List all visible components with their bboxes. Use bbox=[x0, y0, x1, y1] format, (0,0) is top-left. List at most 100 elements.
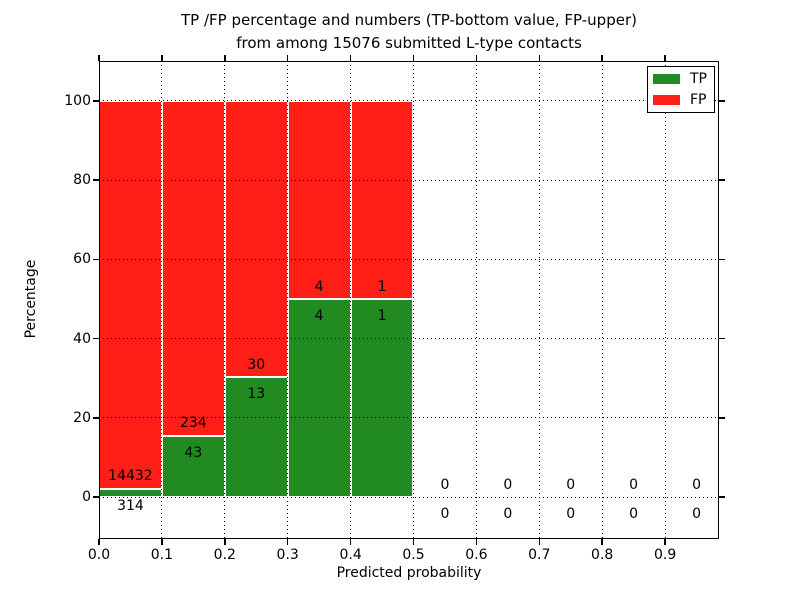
y-tick-label: 60 bbox=[73, 251, 91, 268]
fp-count-label: 234 bbox=[179, 415, 207, 432]
gridline-v bbox=[287, 61, 289, 539]
chart-title: TP /FP percentage and numbers (TP-bottom… bbox=[99, 9, 719, 55]
y-tick-right bbox=[719, 179, 725, 181]
legend-item-tp: TP bbox=[653, 72, 709, 86]
fp-count-label: 30 bbox=[247, 356, 266, 373]
tp-count-label: 4 bbox=[314, 308, 324, 324]
x-tick bbox=[412, 539, 415, 545]
bar-tp-segment bbox=[224, 377, 288, 497]
x-tick-top bbox=[161, 55, 163, 61]
gridline-v bbox=[224, 61, 226, 539]
tp-count-label: 43 bbox=[184, 444, 203, 461]
y-tick-label: 40 bbox=[73, 330, 91, 347]
gridline-h bbox=[99, 258, 719, 260]
x-tick bbox=[286, 539, 289, 545]
tp-count-label: 0 bbox=[629, 506, 639, 523]
gridline-v bbox=[601, 61, 603, 539]
x-tick-top bbox=[538, 55, 541, 61]
gridline-v bbox=[664, 61, 666, 539]
tp-count-label: 314 bbox=[117, 497, 144, 514]
tp-count-label: 0 bbox=[566, 506, 576, 523]
y-tick bbox=[93, 100, 99, 102]
x-tick bbox=[475, 539, 478, 545]
y-axis-title: Percentage bbox=[23, 259, 39, 339]
tp-count-label: 13 bbox=[247, 386, 266, 403]
fp-count-label: 0 bbox=[503, 476, 513, 493]
tp-count-label: 0 bbox=[440, 506, 450, 523]
y-tick bbox=[93, 179, 99, 181]
x-tick-label: 0.5 bbox=[402, 547, 425, 563]
bar-fp-segment bbox=[99, 100, 162, 489]
gridline-h bbox=[99, 100, 719, 102]
fp-count-label: 14432 bbox=[108, 468, 153, 485]
bar-fp-segment bbox=[350, 100, 414, 299]
tp-count-label: 0 bbox=[503, 506, 513, 523]
x-tick-top bbox=[475, 55, 478, 61]
x-tick-label: 0.9 bbox=[653, 547, 677, 563]
x-tick-label: 0.4 bbox=[339, 547, 362, 563]
bar-fp-segment bbox=[224, 100, 288, 378]
tp-count-label: 1 bbox=[377, 308, 387, 324]
x-tick-label: 0.7 bbox=[528, 547, 551, 563]
y-tick-right bbox=[719, 258, 725, 261]
chart-title-line-1: TP /FP percentage and numbers (TP-bottom… bbox=[181, 11, 637, 29]
gridline-v bbox=[350, 61, 352, 539]
gridline-h bbox=[99, 338, 719, 340]
fp-count-label: 0 bbox=[566, 476, 576, 493]
gridline-h bbox=[99, 179, 719, 181]
fp-count-label: 1 bbox=[377, 278, 387, 295]
x-tick-top bbox=[98, 55, 100, 61]
x-tick bbox=[161, 539, 163, 545]
fp-legend-swatch bbox=[653, 94, 680, 105]
fp-count-label: 0 bbox=[440, 476, 450, 493]
y-tick-right bbox=[719, 337, 725, 340]
gridline-h bbox=[99, 417, 719, 419]
x-tick-label: 0.1 bbox=[150, 547, 174, 563]
y-tick-right bbox=[719, 417, 725, 419]
bar-tp-segment bbox=[161, 435, 225, 497]
y-tick bbox=[93, 337, 99, 340]
legend-item-fp: FP bbox=[653, 93, 709, 107]
bar-fp-segment bbox=[161, 100, 225, 436]
x-axis-title: Predicted probability bbox=[336, 565, 482, 581]
x-tick-label: 0.6 bbox=[465, 547, 488, 563]
x-tick bbox=[538, 539, 541, 545]
x-tick-top bbox=[286, 55, 289, 61]
gridline-h bbox=[99, 496, 719, 498]
y-tick bbox=[93, 417, 99, 419]
bar-fp-segment bbox=[287, 100, 351, 299]
x-tick-label: 0.0 bbox=[87, 547, 111, 563]
gridline-v bbox=[412, 61, 414, 539]
tp-legend-swatch bbox=[653, 74, 680, 85]
chart-title-line-2: from among 15076 submitted L-type contac… bbox=[236, 34, 582, 52]
gridline-v bbox=[161, 61, 163, 539]
y-tick-right bbox=[719, 496, 725, 498]
gridline-v bbox=[475, 61, 477, 539]
tp-count-label: 0 bbox=[692, 506, 701, 523]
bar-tp-segment bbox=[287, 299, 351, 497]
x-tick-label: 0.3 bbox=[276, 547, 299, 563]
fp-legend-label: FP bbox=[690, 91, 707, 108]
y-tick bbox=[93, 258, 99, 261]
x-tick bbox=[224, 539, 226, 545]
y-tick-label: 80 bbox=[73, 172, 91, 189]
gridline-v bbox=[538, 61, 540, 539]
x-tick bbox=[98, 539, 100, 545]
fp-count-label: 0 bbox=[629, 476, 639, 493]
bar-tp-segment bbox=[350, 299, 414, 497]
x-tick-top bbox=[412, 55, 415, 61]
x-tick bbox=[601, 539, 603, 545]
x-tick-top bbox=[349, 55, 352, 61]
x-tick bbox=[664, 539, 666, 545]
y-tick-label: 100 bbox=[64, 92, 91, 109]
x-tick-top bbox=[664, 55, 666, 61]
x-tick-label: 0.2 bbox=[213, 547, 236, 563]
x-tick-label: 0.8 bbox=[591, 547, 614, 563]
fp-count-label: 0 bbox=[692, 476, 701, 493]
y-tick-label: 20 bbox=[73, 409, 91, 426]
y-tick-label: 0 bbox=[82, 489, 91, 506]
x-tick-top bbox=[224, 55, 226, 61]
legend: TP FP bbox=[647, 66, 715, 113]
fp-count-label: 4 bbox=[314, 278, 324, 295]
